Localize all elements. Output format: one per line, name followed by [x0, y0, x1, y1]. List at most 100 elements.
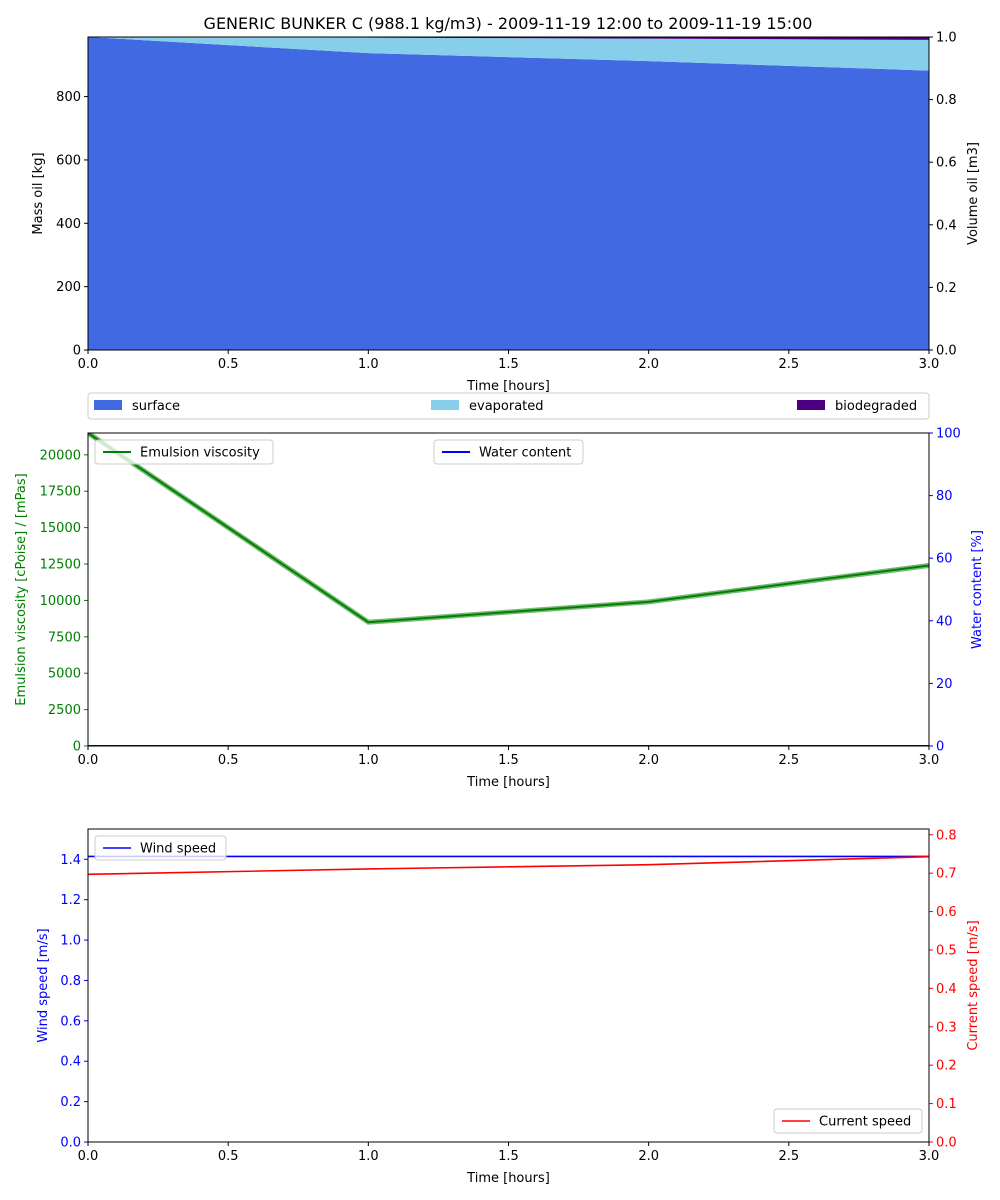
- x-tick-label: 0.5: [218, 357, 239, 372]
- panel-1-axes: 0.0 0.5 1.0 1.5 2.0 2.5 3.0 0 200 400 600 800 0.0 0.2…: [31, 31, 981, 395]
- y2-tick-label: 40: [936, 614, 953, 629]
- x-tick-label: 1.0: [358, 1149, 379, 1164]
- y-tick-label: 1.2: [60, 893, 81, 908]
- x-tick-label: 3.0: [919, 357, 940, 372]
- y2-tick-label: 0.2: [936, 281, 957, 296]
- x-tick-label: 0.5: [218, 1149, 239, 1164]
- legend-box: [94, 835, 227, 861]
- x-tick-label: 3.0: [919, 1149, 940, 1164]
- legend-label-water-content: Water content: [479, 446, 571, 461]
- y-tick-label: 12500: [40, 558, 81, 573]
- x-tick-label: 0.5: [218, 753, 239, 768]
- y2-tick-label: 80: [936, 489, 953, 504]
- x-tick-label: 1.5: [498, 357, 519, 372]
- y2-tick-label: 0.8: [936, 93, 957, 108]
- y2-tick-label: 1.0: [936, 31, 957, 46]
- series-line-current-speed: [87, 855, 930, 876]
- x-tick-label: 2.0: [638, 753, 659, 768]
- y-tick-label: 0.8: [60, 974, 81, 989]
- x-tick-label: 1.5: [498, 753, 519, 768]
- x-tick-label: 1.0: [358, 753, 379, 768]
- legend-label-wind-speed: Wind speed: [140, 842, 216, 857]
- y-tick-label: 200: [56, 280, 81, 295]
- panel-2-axes: 0.0 0.5 1.0 1.5 2.0 2.5 3.0 0 2500 5000 7500 10000 1…: [14, 427, 985, 791]
- y-tick-label: 15000: [40, 521, 81, 536]
- x-tick-label: 2.0: [638, 1149, 659, 1164]
- plot-frame: [87, 432, 930, 747]
- y-tick-label: 800: [56, 90, 81, 105]
- x-tick-label: 2.5: [778, 1149, 799, 1164]
- y-tick-label: 600: [56, 153, 81, 168]
- plot-frame: [87, 828, 930, 1143]
- y2-tick-label: 0.7: [936, 867, 957, 882]
- y-tick-label: 1.0: [60, 934, 81, 949]
- y2-tick-label: 0.6: [936, 905, 957, 920]
- x-tick-label: 0.0: [78, 357, 99, 372]
- y2-tick-label: 0.6: [936, 156, 957, 171]
- y2-tick-label: 60: [936, 552, 953, 567]
- y-tick-label: 0.6: [60, 1014, 81, 1029]
- y2-tick-label: 20: [936, 677, 953, 692]
- y2-axis-label: Volume oil [m3]: [966, 142, 981, 245]
- series-line-emulsion-viscosity: [88, 433, 929, 624]
- y-tick-label: 17500: [40, 485, 81, 500]
- legend-swatch-biodegraded: [797, 400, 825, 410]
- y2-tick-label: 0.5: [936, 943, 957, 958]
- area-surface: [88, 37, 929, 350]
- legend-label-biodegraded: biodegraded: [835, 399, 917, 414]
- y-axis-label: Wind speed [m/s]: [36, 928, 51, 1042]
- panel-3-legend: Wind speed Current speed: [94, 835, 923, 1134]
- y-tick-label: 400: [56, 217, 81, 232]
- y2-tick-label: 0.8: [936, 828, 957, 843]
- y-tick-label: 2500: [48, 703, 81, 718]
- x-tick-label: 2.5: [778, 357, 799, 372]
- legend-label-surface: surface: [132, 399, 180, 414]
- y-tick-label: 0.4: [60, 1055, 81, 1070]
- y-tick-label: 5000: [48, 667, 81, 682]
- y-tick-label: 1.4: [60, 853, 81, 868]
- x-tick-label: 3.0: [919, 753, 940, 768]
- y2-axis-label: Current speed [m/s]: [966, 920, 981, 1050]
- x-tick-label: 2.0: [638, 357, 659, 372]
- legend-swatch-evaporated: [431, 400, 459, 410]
- figure-title: GENERIC BUNKER C (988.1 kg/m3) - 2009-11…: [204, 14, 813, 33]
- legend-box: [433, 439, 584, 465]
- y2-tick-label: 0.0: [936, 1136, 957, 1151]
- y2-tick-label: 100: [936, 427, 961, 442]
- y-tick-label: 0.2: [60, 1095, 81, 1110]
- y-tick-label: 0: [73, 740, 81, 755]
- y2-tick-label: 0.3: [936, 1020, 957, 1035]
- y-tick-label: 7500: [48, 630, 81, 645]
- panel-2-plot: [87, 432, 930, 747]
- y-tick-label: 0: [73, 344, 81, 359]
- x-axis-label: Time [hours]: [466, 379, 550, 394]
- y-tick-label: 10000: [40, 594, 81, 609]
- panel-3-axes: 0.0 0.5 1.0 1.5 2.0 2.5 3.00.00.20.40.60.81.01…: [36, 828, 981, 1186]
- x-tick-label: 0.0: [78, 1149, 99, 1164]
- legend-label-current-speed: Current speed: [819, 1115, 911, 1130]
- y-tick-label: 0.0: [60, 1136, 81, 1151]
- panels: 0.0 0.5 1.0 1.5 2.0 2.5 3.002004006008000.00.2…: [14, 31, 985, 1187]
- legend-box: [773, 1108, 923, 1134]
- panel-3-plot: [87, 828, 930, 1143]
- panel-1-plot: [87, 36, 930, 351]
- plot-frame: [87, 36, 930, 351]
- y-tick-label: 20000: [40, 448, 81, 463]
- x-axis-label: Time [hours]: [466, 775, 550, 790]
- x-tick-label: 0.0: [78, 753, 99, 768]
- y-axis-label: Emulsion viscosity [cPoise] / [mPas]: [14, 473, 29, 705]
- area-evaporated: [88, 37, 929, 71]
- x-tick-label: 2.5: [778, 753, 799, 768]
- y2-tick-label: 0.4: [936, 982, 957, 997]
- panel-1-legend: surface evaporated biodegraded: [87, 392, 930, 420]
- area-biodegraded: [88, 37, 929, 40]
- legend-box: [87, 392, 930, 420]
- x-axis-label: Time [hours]: [466, 1171, 550, 1186]
- y2-axis-label: Water content [%]: [970, 530, 985, 649]
- panel-2-legend: Emulsion viscosity Water content: [94, 439, 584, 465]
- legend-swatch-surface: [94, 400, 122, 410]
- y2-tick-label: 0.2: [936, 1059, 957, 1074]
- y-axis-label: Mass oil [kg]: [31, 152, 46, 234]
- x-tick-label: 1.0: [358, 357, 379, 372]
